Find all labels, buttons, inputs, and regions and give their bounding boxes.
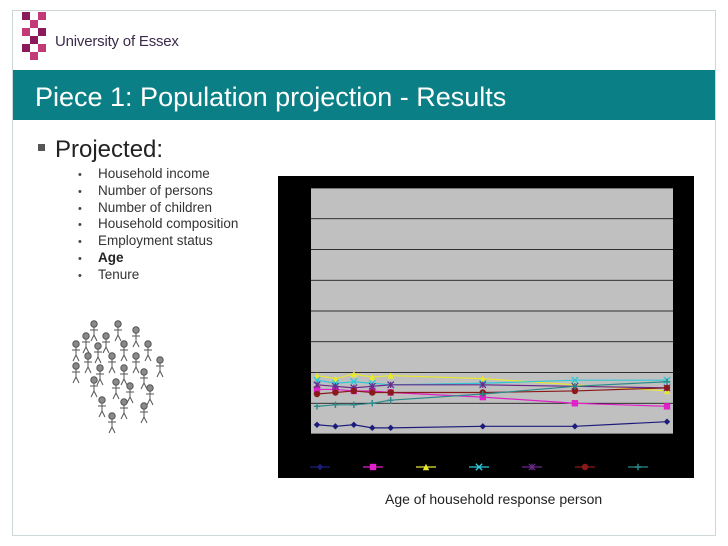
legend-marker [475, 463, 483, 471]
main-bullet: Projected: [38, 136, 163, 164]
person-figure-icon [120, 340, 128, 362]
bullet-dot-icon: • [78, 169, 82, 181]
data-point [331, 382, 340, 390]
data-point [663, 378, 671, 385]
person-figure-icon [156, 356, 164, 378]
series-line [316, 379, 667, 386]
data-point [332, 389, 339, 396]
data-point [313, 386, 321, 393]
list-item: • Number of children [78, 200, 238, 217]
bullet-dot-icon: • [78, 219, 82, 232]
data-point [368, 382, 376, 390]
person-figure-icon [96, 364, 104, 386]
data-point [571, 383, 579, 390]
data-point [387, 389, 394, 396]
legend-marker [581, 463, 589, 471]
crowd-icon [72, 320, 164, 434]
series-line [316, 373, 668, 392]
data-point [332, 375, 339, 382]
legend-marker [634, 463, 642, 471]
person-figure-icon [72, 362, 80, 384]
data-point [313, 372, 321, 379]
person-figure-icon [82, 332, 90, 354]
data-point [571, 400, 579, 407]
data-point [313, 381, 321, 389]
x-axis-label: Age of household response person [385, 491, 603, 507]
person-figure-icon [146, 384, 154, 406]
data-point [369, 424, 376, 432]
data-point [332, 401, 339, 408]
data-point [571, 376, 579, 384]
person-figure-icon [90, 376, 98, 398]
person-figure-icon [102, 332, 110, 354]
legend-marker [422, 463, 430, 471]
bullet-dot-icon: • [78, 185, 82, 198]
data-point [313, 390, 321, 398]
data-point [369, 373, 376, 381]
list-item: • Household composition [78, 216, 238, 233]
logo-text: University of Essex [55, 33, 179, 50]
person-figure-icon [144, 340, 152, 362]
person-figure-icon [132, 352, 140, 374]
line-chart [278, 176, 694, 478]
data-point [313, 403, 321, 410]
data-point [663, 384, 671, 392]
data-point [387, 372, 394, 379]
bullet-dot-icon: • [78, 269, 82, 282]
series-line [316, 421, 668, 429]
person-figure-icon [108, 412, 116, 434]
person-figure-icon [140, 402, 148, 424]
data-point [571, 387, 579, 395]
legend-marker [369, 463, 377, 471]
data-point [313, 421, 321, 428]
person-figure-icon [126, 382, 134, 404]
list-item: • Number of persons [78, 183, 238, 200]
person-figure-icon [112, 378, 120, 400]
data-point [350, 401, 358, 408]
slide-title: Piece 1: Population projection - Results [35, 82, 507, 112]
data-point [479, 381, 487, 389]
list-item: • Household income [78, 166, 238, 183]
person-figure-icon [108, 352, 116, 374]
person-figure-icon [72, 340, 80, 362]
person-figure-icon [114, 320, 122, 342]
data-point [479, 375, 486, 382]
person-figure-icon [120, 398, 128, 420]
legend-marker [528, 463, 536, 471]
data-point [387, 381, 395, 389]
square-bullet-icon [38, 144, 45, 152]
data-point [369, 389, 376, 396]
person-figure-icon [98, 396, 106, 418]
bullet-dot-icon: • [78, 236, 82, 249]
data-point [350, 370, 358, 378]
university-logo-icon [22, 12, 46, 60]
person-figure-icon [84, 352, 92, 374]
list-item: • Employment status [78, 233, 238, 250]
data-point [350, 387, 358, 395]
person-figure-icon [132, 326, 140, 348]
data-point [387, 396, 394, 404]
bullet-dot-icon: • [78, 252, 82, 265]
data-point [663, 403, 671, 410]
data-point [369, 400, 376, 407]
data-point [350, 421, 358, 428]
series-line [316, 384, 668, 389]
legend-marker [316, 463, 324, 471]
data-point [350, 378, 358, 386]
person-figure-icon [140, 368, 148, 390]
data-point [479, 390, 486, 398]
data-point [387, 424, 394, 432]
person-figure-icon [120, 364, 128, 386]
data-point [332, 423, 339, 430]
projected-list: • Household income • Number of persons • Nu… [78, 166, 238, 284]
data-point [663, 418, 671, 425]
list-item: • Age [78, 250, 238, 267]
bullet-dot-icon: • [78, 202, 82, 215]
main-bullet-label: Projected: [55, 136, 164, 163]
data-point [479, 423, 486, 430]
list-item: • Tenure [78, 267, 238, 284]
title-bar: Piece 1: Population projection - Results [13, 70, 715, 120]
person-figure-icon [94, 342, 102, 364]
person-figure-icon [90, 320, 98, 342]
